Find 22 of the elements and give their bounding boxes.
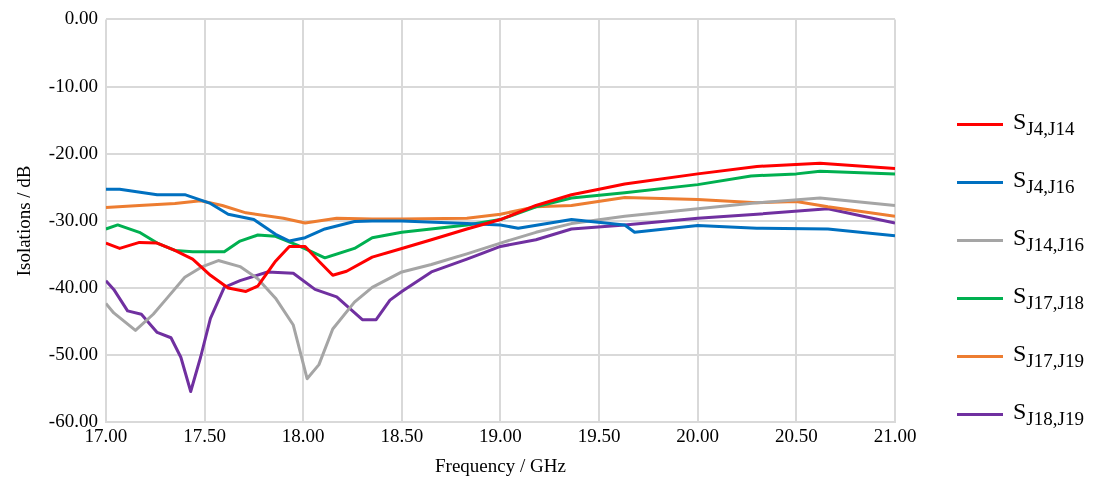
legend-label: S$_{J18,J19}$ <box>1013 398 1084 430</box>
x-tick-label: 20.00 <box>676 424 720 446</box>
x-tick-label: 17.50 <box>183 424 226 446</box>
x-tick-label: 18.50 <box>380 424 424 446</box>
legend-label: S$_{J4,J16}$ <box>1013 166 1075 198</box>
x-tick-label: 19.50 <box>577 424 621 446</box>
x-tick-label: 18.00 <box>281 424 325 446</box>
y-axis-title: Isolations / dB <box>13 165 35 277</box>
y-tick-label: -30.00 <box>48 208 98 230</box>
x-tick-label: 20.50 <box>774 424 818 446</box>
legend-label: S$_{J17,J19}$ <box>1013 340 1084 372</box>
legend-label: S$_{J4,J14}$ <box>1013 108 1075 140</box>
y-tick-label: 0.00 <box>64 7 98 29</box>
y-tick-label: -50.00 <box>48 343 98 365</box>
y-tick-label: -40.00 <box>48 276 98 298</box>
y-tick-label: -20.00 <box>48 141 98 163</box>
x-tick-label: 19.00 <box>479 424 522 446</box>
legend-label: S$_{J17,J18}$ <box>1013 282 1084 314</box>
y-tick-label: -10.00 <box>48 74 98 96</box>
x-tick-label: 21.00 <box>873 424 917 446</box>
legend-label: S$_{J14,J16}$ <box>1013 224 1084 256</box>
x-axis-title: Frequency / GHz <box>435 454 566 476</box>
